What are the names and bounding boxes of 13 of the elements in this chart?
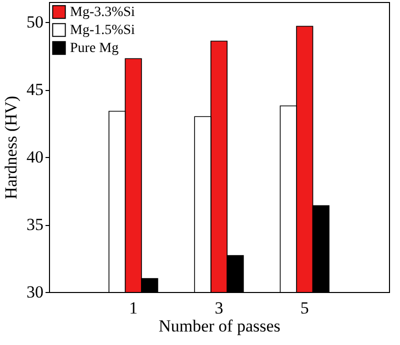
x-tick-label: 1 (129, 298, 138, 318)
y-axis-title: Hardness (HV) (2, 96, 20, 200)
y-tick-label: 45 (26, 80, 44, 100)
y-tick-label: 30 (26, 282, 44, 302)
legend-label: Mg-3.3%Si (70, 5, 136, 20)
legend-label: Mg-1.5%Si (70, 23, 136, 38)
y-tick-label: 50 (26, 12, 44, 32)
x-tick-label: 5 (300, 298, 309, 318)
x-axis-title: Number of passes (158, 316, 280, 336)
x-tick-label: 3 (214, 298, 224, 318)
legend-label: Pure Mg (70, 41, 119, 56)
y-tick-label: 35 (26, 215, 44, 234)
y-tick-label: 40 (26, 148, 44, 167)
